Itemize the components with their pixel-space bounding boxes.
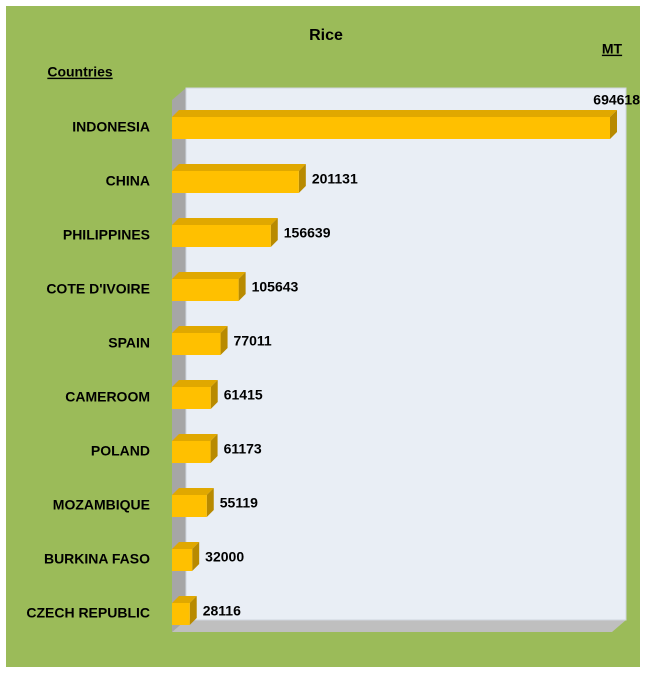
bar	[172, 279, 239, 301]
bar	[172, 333, 221, 355]
bar-top-face	[172, 110, 617, 117]
y-tick-label: BURKINA FASO	[44, 551, 150, 567]
bar-side-face	[206, 488, 214, 517]
bar-top-face	[172, 596, 197, 603]
chart-title: Rice	[309, 27, 343, 44]
bar-side-face	[238, 272, 246, 301]
bar-top-face	[172, 488, 214, 495]
y-tick-label: MOZAMBIQUE	[53, 497, 150, 513]
y-tick-label: POLAND	[91, 443, 150, 459]
bar-top-face	[172, 542, 200, 549]
bar	[172, 603, 190, 625]
data-label: 55119	[220, 495, 258, 511]
bar-side-face	[298, 164, 306, 193]
y-tick-label: SPAIN	[108, 335, 150, 351]
y-tick-label: PHILIPPINES	[63, 227, 150, 243]
bar	[172, 495, 207, 517]
data-label: 105643	[252, 279, 299, 295]
plot-floor	[172, 620, 626, 632]
bar-side-face	[210, 380, 218, 409]
bar-top-face	[172, 326, 228, 333]
bar-side-face	[610, 110, 617, 139]
data-label: 201131	[312, 171, 358, 187]
bar-side-face	[210, 434, 218, 463]
data-label: 61415	[224, 387, 263, 403]
bar	[172, 441, 211, 463]
bar-side-face	[189, 596, 197, 625]
bar	[172, 225, 271, 247]
data-label: 77011	[234, 333, 272, 349]
y-tick-label: CAMEROOM	[65, 389, 150, 405]
y-axis-title: Countries	[47, 64, 113, 80]
data-label: 156639	[284, 225, 331, 241]
bar	[172, 171, 299, 193]
bar-top-face	[172, 164, 306, 171]
data-label: 28116	[203, 603, 241, 619]
bar	[172, 387, 211, 409]
bar	[172, 117, 610, 139]
data-label: 61173	[224, 441, 262, 457]
bar-side-face	[220, 326, 228, 355]
x-axis-title: MT	[602, 41, 623, 57]
bar-side-face	[192, 542, 200, 571]
y-tick-label: CHINA	[106, 173, 150, 189]
bar	[172, 549, 193, 571]
y-tick-label: COTE D'IVOIRE	[46, 281, 150, 297]
bar-top-face	[172, 272, 246, 279]
data-label: 694618	[593, 92, 640, 108]
y-tick-label: INDONESIA	[72, 119, 150, 135]
data-label: 32000	[205, 549, 244, 565]
bar-side-face	[270, 218, 278, 247]
bar-top-face	[172, 434, 218, 441]
bar-top-face	[172, 218, 278, 225]
bar-top-face	[172, 380, 218, 387]
y-tick-label: CZECH REPUBLIC	[26, 605, 150, 621]
